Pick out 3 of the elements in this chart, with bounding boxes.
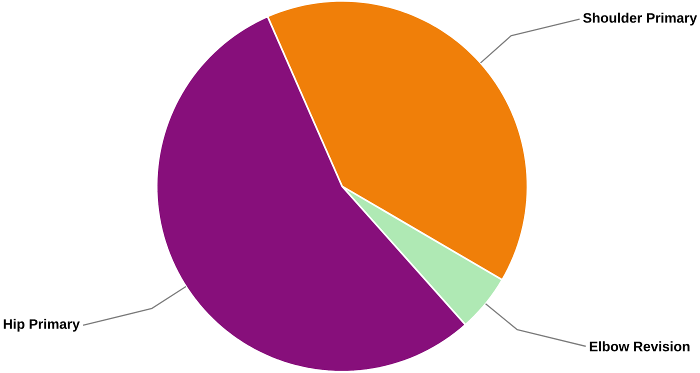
- slice-label: Shoulder Primary: [583, 12, 698, 26]
- slice-label: Hip Primary: [4, 319, 80, 332]
- slice-label: Elbow Revision: [590, 341, 690, 352]
